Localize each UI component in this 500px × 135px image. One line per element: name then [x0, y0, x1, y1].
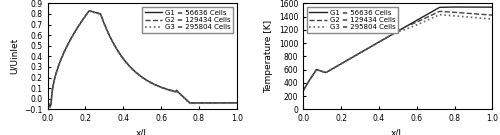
G1 = 56636 Cells — [490, 6, 496, 8]
G2 = 129434 Cells — [47, 106, 53, 107]
Legend: G1 = 56636 Cells, G2 = 129434 Cells, G3 = 295804 Cells: G1 = 56636 Cells, G2 = 129434 Cells, G3 … — [306, 7, 398, 33]
G3 = 295804 Cells — [128, 68, 134, 69]
G3 = 295804 Cells — [452, 15, 458, 17]
G1 = 56636 Cells — [64, 45, 70, 47]
G3 = 295804 Cells — [376, 41, 382, 42]
G1 = 56636 Cells — [175, 91, 181, 93]
G3 = 295804 Cells — [320, 71, 326, 72]
G2 = 129434 Cells — [122, 59, 128, 61]
G1 = 56636 Cells — [448, 6, 454, 8]
G3 = 295804 Cells — [490, 18, 496, 20]
G2 = 129434 Cells — [376, 41, 382, 42]
G2 = 129434 Cells — [300, 90, 306, 92]
G3 = 295804 Cells — [384, 37, 390, 38]
G1 = 56636 Cells — [47, 106, 53, 107]
G2 = 129434 Cells — [128, 67, 134, 69]
G2 = 129434 Cells — [436, 11, 442, 12]
G2 = 129434 Cells — [234, 102, 240, 103]
G2 = 129434 Cells — [175, 91, 181, 92]
G1 = 56636 Cells — [196, 102, 202, 104]
G3 = 295804 Cells — [47, 106, 53, 108]
Legend: G1 = 56636 Cells, G2 = 129434 Cells, G3 = 295804 Cells: G1 = 56636 Cells, G2 = 129434 Cells, G3 … — [142, 7, 234, 33]
Line: G1 = 56636 Cells: G1 = 56636 Cells — [48, 11, 237, 107]
G1 = 56636 Cells — [384, 37, 390, 38]
Line: G1 = 56636 Cells: G1 = 56636 Cells — [303, 7, 492, 91]
G2 = 129434 Cells — [448, 11, 454, 13]
G1 = 56636 Cells — [300, 90, 306, 92]
X-axis label: x/L: x/L — [391, 129, 404, 135]
G1 = 56636 Cells — [44, 102, 51, 104]
G3 = 295804 Cells — [192, 102, 198, 104]
X-axis label: x/L: x/L — [136, 129, 149, 135]
G3 = 295804 Cells — [122, 60, 128, 61]
G2 = 129434 Cells — [196, 102, 202, 104]
G3 = 295804 Cells — [300, 90, 306, 92]
G2 = 129434 Cells — [384, 37, 390, 38]
G3 = 295804 Cells — [234, 102, 240, 104]
G1 = 56636 Cells — [192, 102, 198, 104]
G1 = 56636 Cells — [452, 6, 458, 8]
G3 = 295804 Cells — [86, 10, 92, 12]
G3 = 295804 Cells — [196, 102, 202, 104]
G1 = 56636 Cells — [320, 71, 326, 72]
G3 = 295804 Cells — [448, 15, 454, 16]
G3 = 295804 Cells — [44, 102, 51, 104]
G1 = 56636 Cells — [234, 102, 240, 104]
G1 = 56636 Cells — [376, 41, 382, 42]
G2 = 129434 Cells — [490, 14, 496, 16]
G3 = 295804 Cells — [64, 46, 70, 47]
G1 = 56636 Cells — [86, 10, 92, 12]
G2 = 129434 Cells — [320, 71, 326, 72]
G2 = 129434 Cells — [430, 14, 436, 15]
G2 = 129434 Cells — [452, 11, 458, 13]
G3 = 295804 Cells — [436, 14, 442, 15]
Line: G3 = 295804 Cells: G3 = 295804 Cells — [48, 11, 237, 107]
Line: G2 = 129434 Cells: G2 = 129434 Cells — [303, 11, 492, 91]
G3 = 295804 Cells — [175, 91, 181, 93]
G3 = 295804 Cells — [430, 17, 436, 18]
G2 = 129434 Cells — [44, 102, 51, 104]
G1 = 56636 Cells — [430, 10, 436, 12]
G2 = 129434 Cells — [86, 10, 92, 11]
Line: G3 = 295804 Cells: G3 = 295804 Cells — [303, 15, 492, 91]
Line: G2 = 129434 Cells: G2 = 129434 Cells — [48, 11, 237, 107]
G1 = 56636 Cells — [122, 59, 128, 61]
Y-axis label: U/Uinlet: U/Uinlet — [10, 38, 18, 75]
G1 = 56636 Cells — [448, 6, 454, 8]
G2 = 129434 Cells — [192, 102, 198, 104]
G1 = 56636 Cells — [128, 67, 134, 69]
G2 = 129434 Cells — [64, 45, 70, 47]
Y-axis label: Temperature [K]: Temperature [K] — [264, 20, 274, 93]
